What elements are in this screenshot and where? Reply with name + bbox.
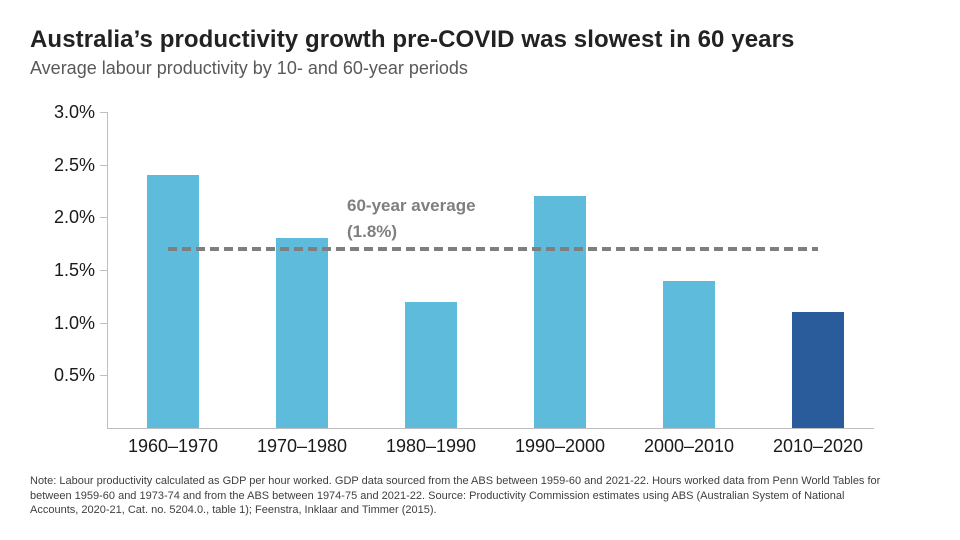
y-tick-label: 0.5% — [53, 365, 95, 386]
source-note: Note: Labour productivity calculated as … — [30, 475, 881, 516]
x-tick-label: 1970–1980 — [256, 436, 348, 456]
x-tick-label: 2010–2020 — [772, 436, 864, 456]
y-tick — [100, 322, 107, 324]
y-tick — [100, 112, 107, 113]
y-tick-label: 1.0% — [53, 312, 95, 333]
average-dashed-line — [168, 246, 818, 251]
y-tick — [100, 164, 107, 166]
y-tick — [100, 270, 107, 271]
y-tick — [100, 375, 107, 377]
x-axis-line — [107, 428, 874, 429]
x-tick-label: 1980–1990 — [385, 436, 477, 456]
y-tick — [100, 217, 107, 219]
bar-1960–1970 — [147, 175, 199, 428]
bar-2000–2010 — [663, 280, 715, 428]
bar-1990–2000 — [534, 196, 586, 428]
average-line-label: 60-year average (1.8%) — [347, 193, 476, 245]
bar-1970–1980 — [276, 238, 328, 428]
chart-title: Australia’s productivity growth pre-COVI… — [30, 26, 795, 53]
y-tick-label: 2.5% — [53, 154, 95, 175]
x-tick-label: 1990–2000 — [514, 436, 606, 456]
x-tick-label: 1960–1970 — [127, 436, 219, 456]
y-tick-label: 3.0% — [53, 102, 95, 122]
x-tick-label: 2000–2010 — [643, 436, 735, 456]
average-line-label-line1: 60-year average — [347, 196, 476, 215]
average-line-label-line2: (1.8%) — [347, 222, 398, 241]
bar-2010–2020 — [792, 312, 844, 428]
y-tick-label: 1.5% — [53, 260, 95, 280]
y-tick-label: 2.0% — [53, 207, 95, 228]
bar-1980–1990 — [405, 301, 457, 428]
chart-subtitle: Average labour productivity by 10- and 6… — [30, 58, 468, 78]
y-axis-line — [107, 112, 108, 428]
